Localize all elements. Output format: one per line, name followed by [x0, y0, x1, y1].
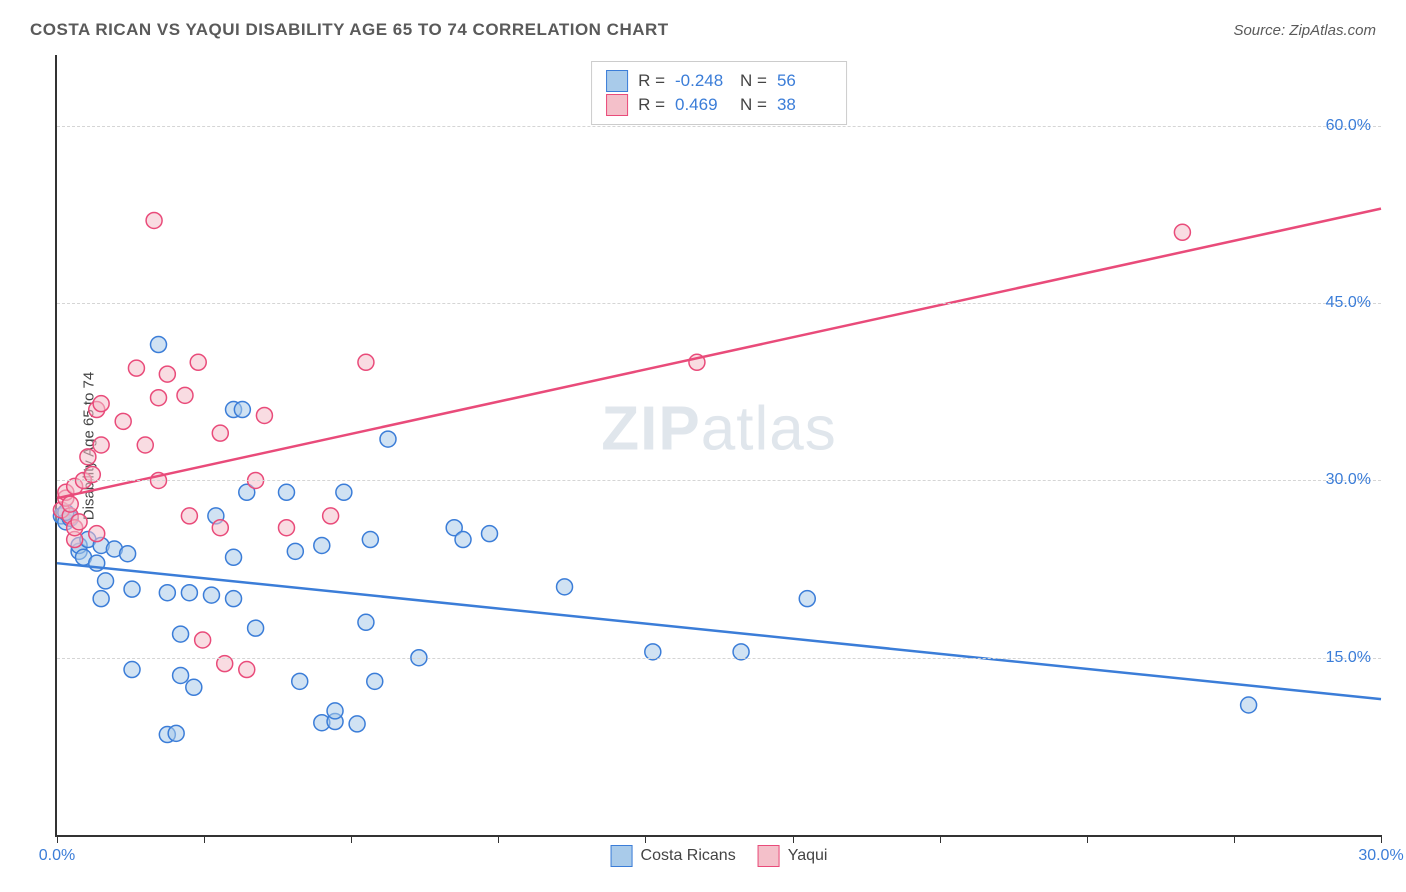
chart-plot-area: ZIPatlas R = -0.248 N = 56 R = 0.469 N =…: [55, 55, 1381, 837]
swatch-costa-ricans-icon: [611, 845, 633, 867]
y-tick-label: 60.0%: [1326, 117, 1371, 135]
y-tick-label: 30.0%: [1326, 471, 1371, 489]
x-tick-label: 30.0%: [1358, 847, 1403, 865]
legend-item-yaqui: Yaqui: [758, 845, 828, 867]
legend-item-costa-ricans: Costa Ricans: [611, 845, 736, 867]
source-attribution: Source: ZipAtlas.com: [1233, 22, 1376, 39]
x-tick-label: 0.0%: [39, 847, 75, 865]
y-tick-label: 45.0%: [1326, 294, 1371, 312]
series-legend: Costa Ricans Yaqui: [611, 845, 828, 867]
swatch-yaqui-icon: [758, 845, 780, 867]
chart-title: COSTA RICAN VS YAQUI DISABILITY AGE 65 T…: [30, 20, 669, 40]
y-tick-label: 15.0%: [1326, 649, 1371, 667]
scatter-svg: [57, 55, 1381, 835]
